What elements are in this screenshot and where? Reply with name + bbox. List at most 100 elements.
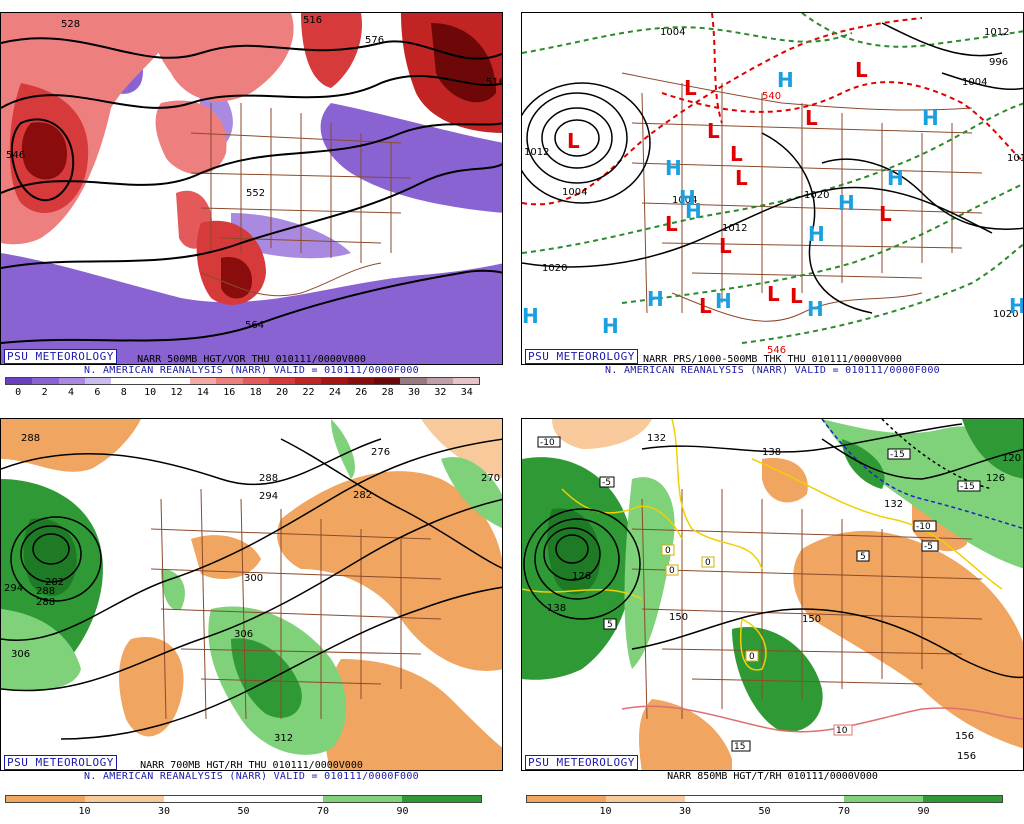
contour-label: 270 — [481, 473, 500, 484]
colorbar-tick-label: 12 — [170, 387, 183, 398]
low-center: L — [699, 294, 712, 318]
t850-map: 132 138 132 126 138 150 150 156 156 120 … — [521, 418, 1024, 771]
contour-label: 1004 — [962, 77, 987, 88]
t850-map-svg: 132 138 132 126 138 150 150 156 156 120 … — [522, 419, 1023, 770]
contour-label: 306 — [11, 649, 30, 660]
contour-label: 1020 — [804, 190, 829, 201]
high-center: H — [685, 199, 702, 223]
product-caption: NARR 850MB HGT/T/RH 010111/0000V000 — [667, 771, 878, 782]
colorbar-swatch — [32, 378, 59, 384]
contour-label: 138 — [762, 447, 781, 458]
product-caption: NARR 700MB HGT/RH THU 010111/0000V000 — [140, 760, 363, 771]
dry-area — [324, 659, 502, 770]
low-center: L — [707, 119, 720, 143]
colorbar-tick-label: 10 — [144, 387, 157, 398]
moist-area — [1, 609, 81, 691]
dry-area — [639, 699, 732, 770]
contour-label: 150 — [669, 612, 688, 623]
colorbar-tick-label: 30 — [678, 806, 692, 817]
state-boundaries — [631, 489, 983, 720]
temperature-labels: -10 -5 -15 -15 -10 -5 0 0 0 0 5 5 10 15 — [537, 436, 981, 752]
contour-label: 996 — [989, 57, 1008, 68]
high-center: H — [522, 304, 539, 328]
contour-labels: 528 516 516 564 576 552 546 — [6, 15, 503, 331]
high-center: H — [887, 166, 904, 190]
contour-label: 288 — [21, 433, 40, 444]
colorbar-tick-label: 18 — [249, 387, 262, 398]
low-center: L — [805, 106, 818, 130]
rh-colorbar — [526, 795, 1003, 803]
colorbar-swatch — [242, 378, 269, 384]
contour-label: 1004 — [672, 195, 697, 206]
low-center: L — [879, 202, 892, 226]
temp-box: 5 — [603, 618, 617, 630]
temp-label: 0 — [705, 558, 711, 568]
temp-label: 10 — [836, 726, 848, 736]
colorbar-swatch — [268, 378, 296, 384]
high-center: H — [602, 314, 619, 338]
contour-label: 1020 — [993, 309, 1018, 320]
contour-label: 312 — [274, 733, 293, 744]
contour-label: 1012 — [722, 223, 747, 234]
contour-label: 294 — [259, 491, 278, 502]
temp-box: -10 — [537, 436, 561, 448]
contour-label: 294 — [4, 583, 23, 594]
height-contours — [523, 423, 1023, 679]
contour-label: 1004 — [562, 187, 587, 198]
colorbar-swatch — [373, 378, 401, 384]
vorticity-colorbar — [5, 377, 480, 385]
colorbar-tick-label: 30 — [407, 387, 421, 398]
vorticity-area — [431, 23, 496, 103]
vorticity-map-svg: 528 516 516 564 576 552 546 — [1, 13, 503, 364]
moist-area — [624, 477, 675, 669]
rh700-map-svg: 288 288 282 288 276 270 282 294 300 306 … — [1, 419, 502, 770]
contour-labels: 1004 1004 1020 1020 1020 1012 1012 1004 … — [524, 27, 1024, 356]
colorbar-tick-label: 30 — [157, 806, 171, 817]
contour-label: 288 — [259, 473, 278, 484]
colorbar-tick-label: 2 — [41, 387, 48, 398]
colorbar-tick-label: 90 — [917, 806, 930, 817]
contour-label: 546 — [6, 150, 25, 161]
low-center: L — [730, 142, 743, 166]
colorbar-swatch — [189, 378, 217, 384]
temp-box: 0 — [661, 544, 675, 556]
colorbar-tick-label: 34 — [460, 387, 473, 398]
rh-colorbar — [5, 795, 482, 803]
contour-label: 150 — [802, 614, 821, 625]
colorbar-swatch — [426, 378, 453, 384]
colorbar-tick-label: 70 — [316, 806, 330, 817]
contour-label: 516 — [486, 77, 503, 88]
contour-label: 1012 — [1007, 153, 1024, 164]
pressure-map: 1004 1004 1020 1020 1020 1012 1012 1004 … — [521, 12, 1024, 365]
low-center: L — [665, 212, 678, 236]
temp-label: 0 — [749, 652, 755, 662]
moist-area — [161, 569, 185, 610]
rh700-map: 288 288 282 288 276 270 282 294 300 306 … — [0, 418, 503, 771]
contour-labels: 132 138 132 126 138 150 150 156 156 120 … — [547, 433, 1021, 762]
colorbar-swatch — [843, 796, 923, 802]
temp-box: 0 — [665, 564, 679, 576]
contour-label: 546 — [767, 345, 786, 356]
colorbar-tick-label: 6 — [94, 387, 101, 398]
colorbar-swatch — [163, 378, 190, 384]
temp-label: 0 — [665, 546, 671, 556]
high-center: H — [808, 222, 825, 246]
contour-label: 276 — [371, 447, 390, 458]
high-center: H — [838, 191, 855, 215]
contour-label: 126 — [986, 473, 1005, 484]
contour-label: 156 — [957, 751, 976, 762]
colorbar-tick-label: 22 — [302, 387, 315, 398]
temp-box: 5 — [856, 550, 870, 562]
contour-label: 282 — [353, 490, 372, 501]
contour-labels: 288 288 282 288 276 270 282 294 300 306 … — [4, 433, 500, 744]
temp-label: -15 — [890, 450, 905, 460]
contour-label: 1020 — [542, 263, 567, 274]
colorbar-tick-label: 14 — [196, 387, 209, 398]
dry-area — [552, 419, 652, 449]
source-caption: N. AMERICAN REANALYSIS (NARR) VALID = 01… — [84, 365, 419, 376]
contour-label: 1004 — [660, 27, 685, 38]
temp-label: -10 — [540, 438, 555, 448]
moist-area — [962, 419, 1023, 479]
height-contours — [1, 37, 502, 344]
high-center: H — [807, 297, 824, 321]
